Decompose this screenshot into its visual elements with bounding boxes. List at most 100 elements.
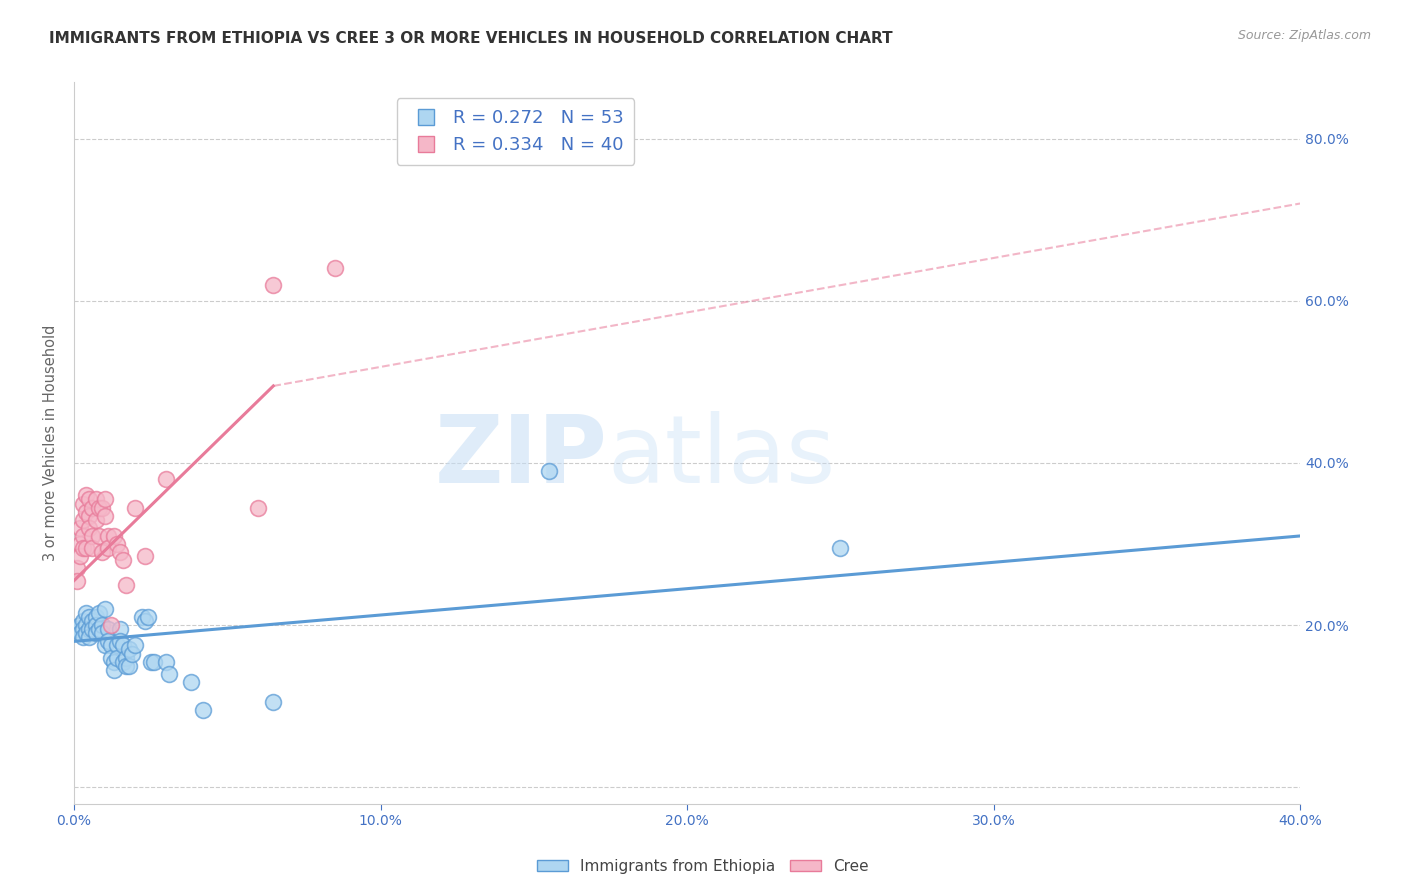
Point — [155, 472, 177, 486]
Point — [72, 622, 94, 636]
Legend: Immigrants from Ethiopia, Cree: Immigrants from Ethiopia, Cree — [531, 853, 875, 880]
Point — [66, 561, 89, 575]
Point — [124, 639, 146, 653]
Point — [84, 610, 107, 624]
Point — [84, 626, 107, 640]
Point — [84, 618, 107, 632]
Point — [84, 492, 107, 507]
Point — [262, 695, 284, 709]
Point — [118, 658, 141, 673]
Point — [90, 500, 112, 515]
Point — [830, 541, 852, 555]
Point — [103, 663, 125, 677]
Text: Source: ZipAtlas.com: Source: ZipAtlas.com — [1237, 29, 1371, 42]
Text: IMMIGRANTS FROM ETHIOPIA VS CREE 3 OR MORE VEHICLES IN HOUSEHOLD CORRELATION CHA: IMMIGRANTS FROM ETHIOPIA VS CREE 3 OR MO… — [49, 31, 893, 46]
Point — [134, 549, 156, 564]
Point — [72, 541, 94, 555]
Point — [75, 618, 97, 632]
Point — [97, 541, 120, 555]
Legend: R = 0.272   N = 53, R = 0.334   N = 40: R = 0.272 N = 53, R = 0.334 N = 40 — [396, 98, 634, 165]
Point — [97, 634, 120, 648]
Point — [79, 630, 101, 644]
Y-axis label: 3 or more Vehicles in Household: 3 or more Vehicles in Household — [44, 325, 58, 561]
Point — [180, 674, 202, 689]
Point — [112, 553, 135, 567]
Point — [191, 703, 214, 717]
Point — [121, 647, 143, 661]
Point — [124, 500, 146, 515]
Point — [69, 549, 91, 564]
Point — [90, 618, 112, 632]
Point — [69, 521, 91, 535]
Point — [108, 622, 131, 636]
Point — [93, 602, 115, 616]
Point — [139, 655, 162, 669]
Point — [82, 614, 104, 628]
Point — [157, 666, 180, 681]
Point — [112, 655, 135, 669]
Point — [134, 614, 156, 628]
Point — [72, 496, 94, 510]
Point — [69, 618, 91, 632]
Point — [115, 658, 138, 673]
Point — [82, 529, 104, 543]
Point — [69, 626, 91, 640]
Text: atlas: atlas — [607, 411, 835, 503]
Point — [75, 541, 97, 555]
Point — [115, 650, 138, 665]
Point — [90, 626, 112, 640]
Point — [246, 500, 269, 515]
Point — [72, 529, 94, 543]
Point — [79, 508, 101, 523]
Point — [87, 606, 110, 620]
Point — [97, 529, 120, 543]
Point — [79, 610, 101, 624]
Point — [87, 622, 110, 636]
Point — [72, 614, 94, 628]
Point — [75, 606, 97, 620]
Point — [93, 508, 115, 523]
Text: ZIP: ZIP — [434, 411, 607, 503]
Point — [66, 574, 89, 588]
Point — [79, 492, 101, 507]
Point — [108, 634, 131, 648]
Point — [136, 610, 159, 624]
Point — [155, 655, 177, 669]
Point — [118, 642, 141, 657]
Point — [103, 655, 125, 669]
Point — [538, 464, 561, 478]
Point — [75, 488, 97, 502]
Point — [105, 650, 128, 665]
Point — [66, 622, 89, 636]
Point — [87, 500, 110, 515]
Point — [105, 537, 128, 551]
Point — [75, 626, 97, 640]
Point — [115, 577, 138, 591]
Point — [82, 622, 104, 636]
Point — [90, 545, 112, 559]
Point — [100, 650, 122, 665]
Point — [100, 639, 122, 653]
Point — [131, 610, 153, 624]
Point — [72, 630, 94, 644]
Point — [100, 618, 122, 632]
Point — [75, 505, 97, 519]
Point — [142, 655, 165, 669]
Point — [82, 541, 104, 555]
Point — [69, 537, 91, 551]
Point — [79, 622, 101, 636]
Point — [112, 639, 135, 653]
Point — [72, 513, 94, 527]
Point — [108, 545, 131, 559]
Point — [93, 492, 115, 507]
Point — [82, 500, 104, 515]
Point — [103, 529, 125, 543]
Point — [323, 261, 346, 276]
Point — [79, 521, 101, 535]
Point — [93, 639, 115, 653]
Point — [84, 513, 107, 527]
Point — [105, 639, 128, 653]
Point — [97, 622, 120, 636]
Point — [87, 529, 110, 543]
Point — [262, 277, 284, 292]
